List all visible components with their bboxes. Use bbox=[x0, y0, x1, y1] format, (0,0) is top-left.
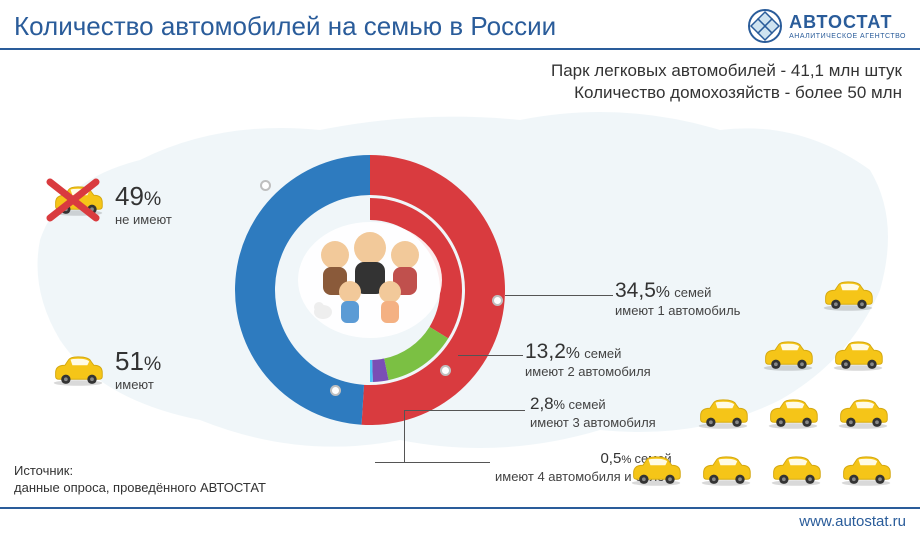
callout-dot bbox=[440, 365, 451, 376]
label-two-car: 13,2% семей имеют 2 автомобиля bbox=[525, 340, 651, 381]
car-icon bbox=[765, 393, 821, 436]
car-icon bbox=[820, 275, 876, 318]
leader-line bbox=[458, 355, 523, 356]
car-icon bbox=[830, 335, 886, 378]
car-icon bbox=[838, 450, 894, 493]
label-three-car: 2,8% семей имеют 3 автомобиля bbox=[530, 395, 656, 431]
label-no-car: 49% не имеют bbox=[115, 182, 172, 228]
callout-dot bbox=[330, 385, 341, 396]
logo: АВТОСТАТ АНАЛИТИЧЕСКОЕ АГЕНТСТВО bbox=[747, 8, 906, 44]
label-one-car: 34,5% семей имеют 1 автомобиль bbox=[615, 279, 740, 320]
leader-line bbox=[375, 462, 490, 463]
leader-line bbox=[505, 295, 613, 296]
car-icon bbox=[50, 350, 106, 393]
callout-dot bbox=[492, 295, 503, 306]
car-icon bbox=[695, 393, 751, 436]
car-icon bbox=[628, 450, 684, 493]
family-illustration bbox=[295, 220, 445, 340]
car-icon bbox=[698, 450, 754, 493]
logo-tagline: АНАЛИТИЧЕСКОЕ АГЕНТСТВО bbox=[789, 33, 906, 40]
cross-icon bbox=[46, 178, 100, 222]
callout-dot bbox=[260, 180, 271, 191]
logo-brand: АВТОСТАТ bbox=[789, 12, 892, 32]
car-icon bbox=[835, 393, 891, 436]
label-have-car: 51% имеют bbox=[115, 347, 161, 393]
leader-line bbox=[404, 410, 405, 462]
car-icon bbox=[768, 450, 824, 493]
leader-line bbox=[405, 410, 525, 411]
logo-icon bbox=[747, 8, 783, 44]
page-title: Количество автомобилей на семью в России bbox=[14, 11, 556, 42]
footer-url: www.autostat.ru bbox=[799, 513, 906, 530]
car-icon bbox=[760, 335, 816, 378]
